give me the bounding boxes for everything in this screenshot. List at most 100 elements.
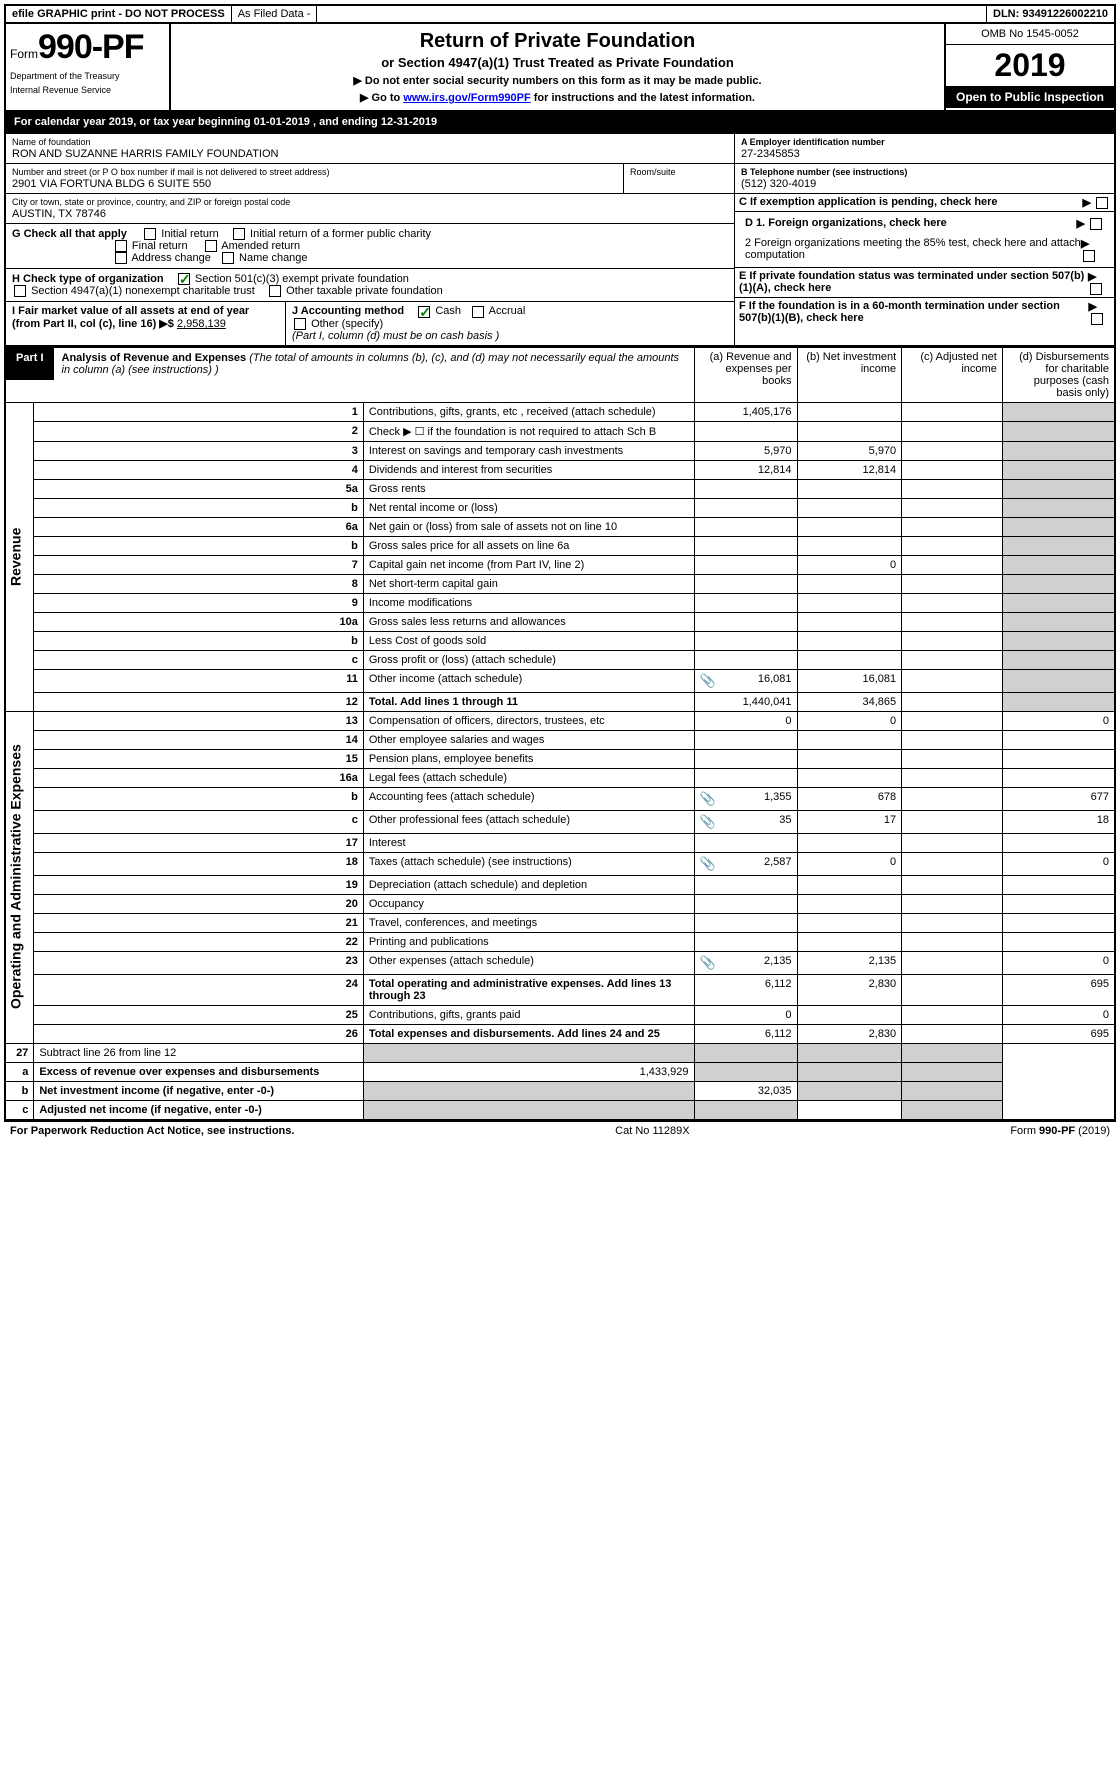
cash-checkbox[interactable] [418, 306, 430, 318]
g-opt-4: Address change [131, 252, 211, 264]
irs-link[interactable]: www.irs.gov/Form990PF [403, 92, 530, 104]
amount-cell-c [902, 612, 1003, 631]
amount-cell-c [902, 974, 1003, 1005]
amount-cell-d [1002, 612, 1115, 631]
amount-cell-c [902, 692, 1003, 711]
table-row: bLess Cost of goods sold [5, 631, 1115, 650]
amended-return-checkbox[interactable] [205, 240, 217, 252]
line-description: Interest on savings and temporary cash i… [363, 441, 694, 460]
line-number: 15 [34, 749, 364, 768]
amount-cell-b: 2,830 [797, 974, 902, 1005]
line-description: Total operating and administrative expen… [363, 974, 694, 1005]
table-row: 15Pension plans, employee benefits [5, 749, 1115, 768]
initial-return-checkbox[interactable] [144, 228, 156, 240]
g-opt-5: Name change [239, 252, 308, 264]
d2-label: 2 Foreign organizations meeting the 85% … [745, 237, 1081, 262]
attachment-icon[interactable]: 📎 [700, 955, 716, 971]
c-exemption-field: C If exemption application is pending, c… [735, 194, 1114, 212]
line-number: a [5, 1062, 34, 1081]
amount-cell-d [1002, 875, 1115, 894]
line-number: b [34, 536, 364, 555]
amount-cell-b [797, 479, 902, 498]
g-label: G Check all that apply [12, 228, 127, 240]
amount-cell-a: 1,405,176 [694, 402, 797, 421]
c-checkbox[interactable] [1096, 197, 1108, 209]
address-row: Number and street (or P O box number if … [6, 164, 734, 194]
table-row: bNet rental income or (loss) [5, 498, 1115, 517]
amount-cell-d [1002, 536, 1115, 555]
footer-right: Form 990-PF (2019) [1010, 1125, 1110, 1137]
line-number: 6a [34, 517, 364, 536]
table-row: 17Interest [5, 833, 1115, 852]
amount-cell-c [902, 669, 1003, 692]
table-row: 2Check ▶ ☐ if the foundation is not requ… [5, 421, 1115, 441]
other-method-checkbox[interactable] [294, 318, 306, 330]
e-checkbox[interactable] [1090, 283, 1102, 295]
tax-year: 2019 [946, 45, 1114, 86]
amount-cell-b: 12,814 [797, 460, 902, 479]
table-row: 14Other employee salaries and wages [5, 730, 1115, 749]
line-description: Adjusted net income (if negative, enter … [34, 1100, 364, 1120]
g-opt-2: Final return [132, 240, 188, 252]
4947-checkbox[interactable] [14, 285, 26, 297]
line-number: 21 [34, 913, 364, 932]
amount-cell-b: 0 [797, 852, 902, 875]
amount-cell-a: 12,814 [694, 460, 797, 479]
amount-cell-d [1002, 692, 1115, 711]
name-change-checkbox[interactable] [222, 252, 234, 264]
line-description: Occupancy [363, 894, 694, 913]
d1-checkbox[interactable] [1090, 218, 1102, 230]
accrual-checkbox[interactable] [472, 306, 484, 318]
address-change-checkbox[interactable] [115, 252, 127, 264]
line-description: Check ▶ ☐ if the foundation is not requi… [363, 421, 694, 441]
line-description: Net investment income (if negative, ente… [34, 1081, 364, 1100]
amount-cell-c [902, 517, 1003, 536]
attachment-icon[interactable]: 📎 [700, 856, 716, 872]
line-description: Total expenses and disbursements. Add li… [363, 1024, 694, 1043]
amount-cell-c [902, 536, 1003, 555]
attachment-icon[interactable]: 📎 [700, 673, 716, 689]
cal-pre: For calendar year 2019, or tax year begi… [14, 116, 254, 128]
amount-cell-c [902, 810, 1003, 833]
part1-desc: Analysis of Revenue and Expenses (The to… [54, 348, 694, 380]
d2-checkbox[interactable] [1083, 250, 1095, 262]
other-taxable-checkbox[interactable] [269, 285, 281, 297]
h-opt2: Section 4947(a)(1) nonexempt charitable … [31, 285, 255, 297]
d1-label: D 1. Foreign organizations, check here [745, 217, 947, 230]
amount-cell-b: 678 [797, 787, 902, 810]
final-return-checkbox[interactable] [115, 240, 127, 252]
line-description: Net gain or (loss) from sale of assets n… [363, 517, 694, 536]
amount-cell-c [902, 768, 1003, 787]
initial-former-checkbox[interactable] [233, 228, 245, 240]
amount-cell-d: 18 [1002, 810, 1115, 833]
amount-cell-d [1002, 441, 1115, 460]
amount-cell-a [694, 768, 797, 787]
attachment-icon[interactable]: 📎 [700, 814, 716, 830]
amount-cell-c [902, 441, 1003, 460]
table-row: 5aGross rents [5, 479, 1115, 498]
header-title-block: Return of Private Foundation or Section … [171, 24, 944, 110]
amount-cell-d: 0 [1002, 951, 1115, 974]
city-label: City or town, state or province, country… [12, 197, 728, 207]
amount-cell-b [797, 1005, 902, 1024]
table-row: bAccounting fees (attach schedule)📎1,355… [5, 787, 1115, 810]
name-value: RON AND SUZANNE HARRIS FAMILY FOUNDATION [12, 148, 728, 160]
amount-cell-b [797, 875, 902, 894]
arrow-icon: ▶ [1089, 301, 1097, 313]
cal-mid: , and ending [310, 116, 381, 128]
amount-cell-a [694, 631, 797, 650]
attachment-icon[interactable]: 📎 [700, 791, 716, 807]
table-row: 12Total. Add lines 1 through 111,440,041… [5, 692, 1115, 711]
header-left: Form990-PF Department of the Treasury In… [6, 24, 171, 110]
line-number: 9 [34, 593, 364, 612]
501c3-checkbox[interactable] [178, 273, 190, 285]
city-field: City or town, state or province, country… [6, 194, 734, 224]
f-checkbox[interactable] [1091, 313, 1103, 325]
table-row: 7Capital gain net income (from Part IV, … [5, 555, 1115, 574]
amount-cell-b [797, 574, 902, 593]
amount-cell-a: 📎1,355 [694, 787, 797, 810]
telephone-field: B Telephone number (see instructions) (5… [735, 164, 1114, 194]
line-description: Other income (attach schedule) [363, 669, 694, 692]
c-label: C If exemption application is pending, c… [739, 196, 998, 209]
table-row: bNet investment income (if negative, ent… [5, 1081, 1115, 1100]
